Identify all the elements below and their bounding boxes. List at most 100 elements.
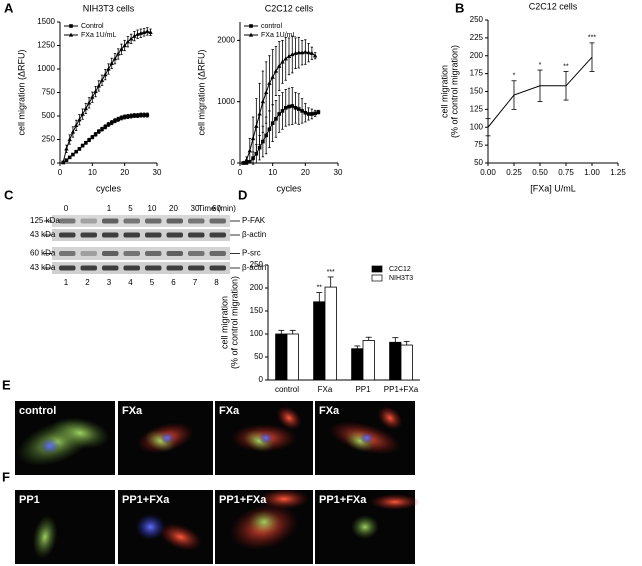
y-tick-label: 225 [470, 33, 484, 42]
x-tick-label: 1.00 [584, 168, 600, 177]
marker [270, 74, 275, 79]
marker [257, 111, 262, 116]
marker [128, 36, 134, 41]
marker [286, 53, 292, 58]
lane-time: 20 [169, 204, 178, 213]
bar [400, 344, 413, 381]
band [59, 232, 76, 238]
band [59, 251, 76, 256]
legend-label: Control [81, 23, 104, 30]
y-axis-label: cell migration (ΔRFU) [16, 49, 26, 135]
bar [351, 348, 364, 381]
cell [276, 406, 302, 430]
band [166, 232, 183, 238]
y-tick-label: 0 [51, 158, 56, 167]
chart-title: NIH3T3 cells [83, 3, 135, 13]
marker [122, 43, 127, 48]
cell [248, 510, 280, 534]
band [80, 265, 97, 271]
lane-number: 1 [64, 278, 69, 287]
panel-label: D [238, 187, 247, 202]
x-axis-label: cycles [96, 183, 122, 193]
marker [109, 60, 114, 65]
lane-number: 3 [107, 278, 112, 287]
marker [270, 121, 275, 125]
marker [273, 68, 279, 73]
lane-number: 8 [214, 278, 219, 287]
band [102, 265, 119, 271]
significance: ** [563, 63, 569, 70]
marker [73, 123, 79, 127]
x-tick-label: 20 [120, 168, 129, 177]
marker [135, 113, 140, 118]
bar [313, 301, 326, 381]
significance: * [539, 62, 542, 69]
marker [248, 32, 254, 37]
marker [96, 83, 101, 88]
marker [68, 32, 74, 37]
band [123, 232, 140, 238]
x-tick-label: 0 [238, 168, 243, 177]
cell [32, 515, 58, 559]
marker [125, 39, 131, 44]
cell [160, 432, 175, 444]
legend-label: NIH3T3 [389, 275, 413, 282]
marker [126, 114, 130, 119]
band [123, 251, 140, 256]
y-tick-label: 175 [470, 69, 484, 78]
marker [280, 109, 285, 113]
mw-label: 43 kDa [30, 230, 56, 239]
band [166, 218, 183, 224]
marker [310, 112, 314, 116]
marker [86, 100, 92, 105]
y-axis-label: cell migration [439, 65, 449, 118]
band [80, 251, 97, 256]
cell [370, 494, 420, 510]
lane-number: 5 [150, 278, 155, 287]
y-axis-label: cell migration [219, 296, 229, 349]
legend-swatch [371, 274, 383, 282]
x-tick-label: 1.25 [610, 168, 626, 177]
panel-label: F [2, 469, 10, 484]
marker [274, 117, 278, 121]
marker [303, 49, 308, 54]
significance: * [513, 73, 516, 80]
y-tick-label: 200 [250, 283, 264, 292]
marker [74, 149, 78, 154]
y-tick-label: 150 [470, 87, 484, 96]
micrograph-label: PP1 [19, 494, 40, 506]
y-tick-label: 50 [254, 352, 263, 361]
band [145, 218, 162, 224]
marker [306, 50, 311, 55]
marker [145, 29, 150, 33]
band [80, 218, 97, 224]
blot-strip [52, 262, 230, 274]
bar [389, 341, 402, 381]
marker [257, 145, 262, 150]
y-tick-label: 1500 [37, 17, 55, 26]
micrograph-label: control [19, 405, 56, 417]
legend-label: FXa 1U/mL [261, 32, 297, 39]
band [209, 251, 226, 256]
marker [261, 139, 265, 144]
marker [142, 113, 146, 117]
band [188, 218, 205, 224]
y-tick-label: 100 [470, 122, 484, 131]
significance: *** [588, 35, 596, 42]
y-tick-label: 2000 [217, 36, 235, 45]
x-tick-label: PP1+FXa [384, 385, 419, 394]
panel-label: A [4, 0, 14, 15]
marker [241, 160, 246, 165]
marker [264, 133, 268, 138]
x-tick-label: 30 [153, 168, 162, 177]
marker [80, 143, 85, 148]
band-label: P-FAK [242, 216, 266, 225]
legend-swatch [371, 265, 383, 273]
marker [283, 106, 288, 110]
marker [77, 117, 82, 122]
marker [106, 122, 111, 127]
chart-title: C2C12 cells [529, 1, 578, 11]
y-tick-label: 250 [42, 135, 56, 144]
y-tick-label: 75 [474, 140, 483, 149]
